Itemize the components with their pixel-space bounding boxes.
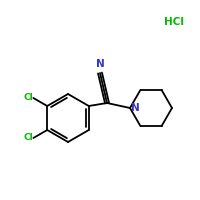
Text: Cl: Cl — [24, 94, 33, 102]
Text: N: N — [96, 59, 104, 69]
Text: Cl: Cl — [24, 134, 33, 142]
Text: HCl: HCl — [164, 17, 184, 27]
Text: N: N — [131, 103, 140, 113]
